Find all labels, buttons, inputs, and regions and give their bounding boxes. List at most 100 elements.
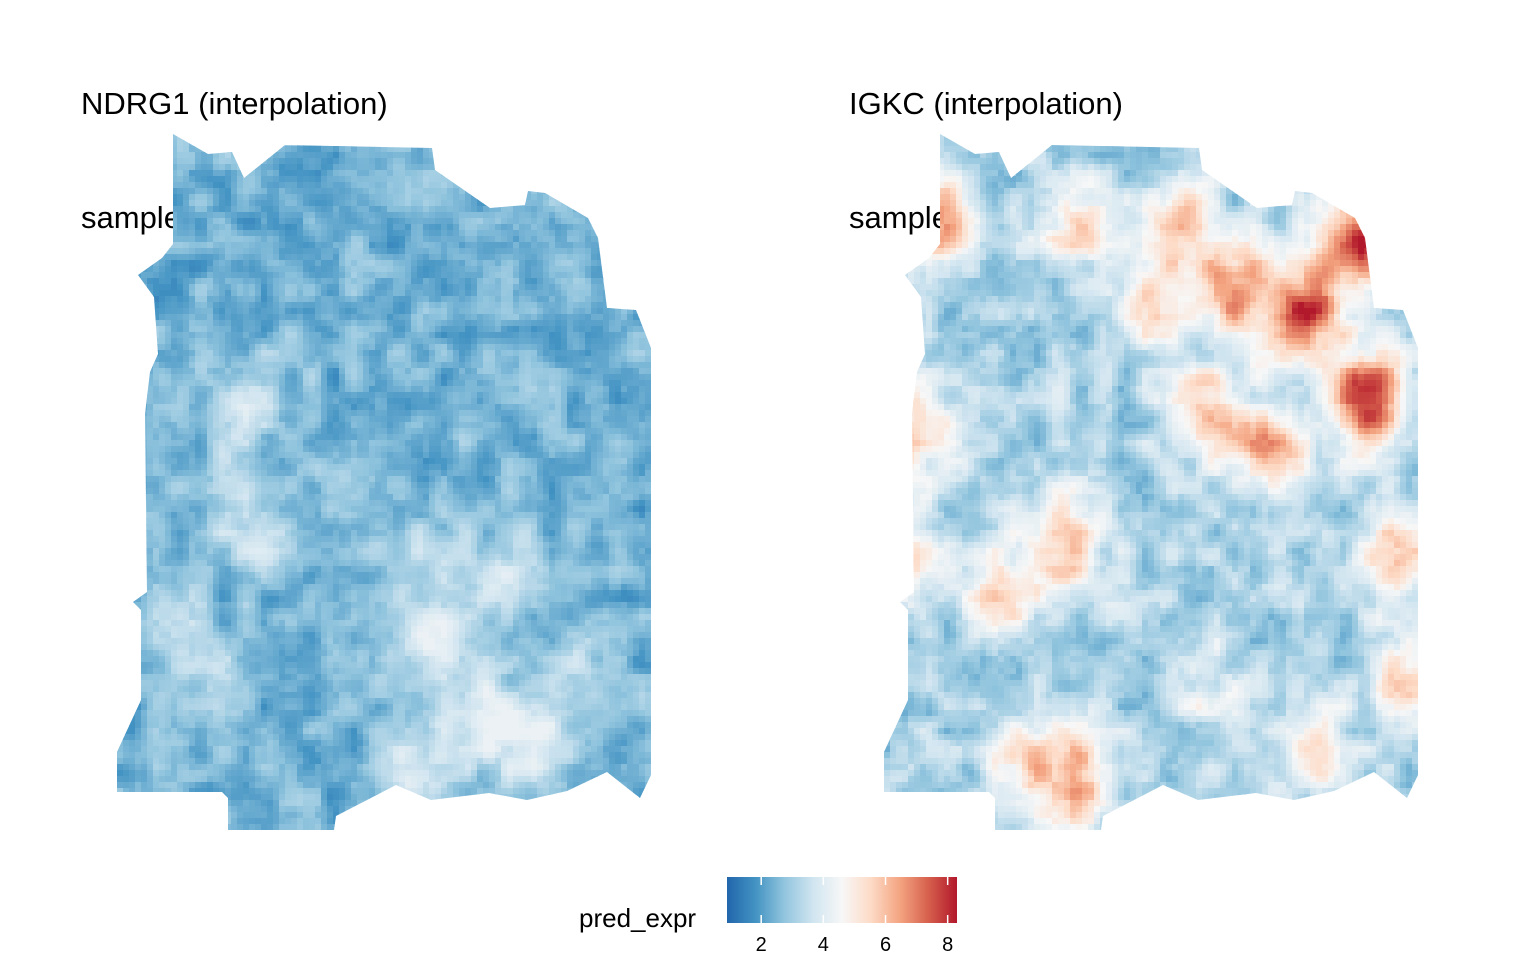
heatmap-cell (381, 416, 388, 423)
heatmap-cell (201, 146, 208, 153)
heatmap-cell (471, 158, 478, 165)
heatmap-cell (165, 230, 172, 237)
heatmap-cell (159, 188, 166, 195)
heatmap-cell (387, 164, 394, 171)
heatmap-cell (393, 296, 400, 303)
heatmap-cell (645, 434, 651, 441)
heatmap-cell (207, 338, 214, 345)
heatmap-cell (579, 230, 586, 237)
heatmap-cell (339, 236, 346, 243)
heatmap-cell (609, 338, 616, 345)
heatmap-cell (129, 416, 136, 423)
heatmap-cell (447, 212, 454, 219)
heatmap-cell (543, 152, 550, 159)
heatmap-cell (585, 308, 592, 315)
heatmap-cell (549, 140, 556, 147)
heatmap-cell (627, 314, 634, 321)
heatmap-cell (291, 260, 298, 267)
heatmap-cell (489, 380, 496, 387)
heatmap-cell (339, 266, 346, 273)
heatmap-cell (357, 440, 364, 447)
heatmap-cell (531, 182, 538, 189)
heatmap-cell (273, 248, 280, 255)
heatmap-cell (297, 338, 304, 345)
heatmap-cell (579, 146, 586, 153)
heatmap-cell (159, 296, 166, 303)
heatmap-cell (159, 194, 166, 201)
heatmap-cell (507, 350, 514, 357)
heatmap-cell (153, 272, 160, 279)
heatmap-cell (261, 386, 268, 393)
heatmap-cell (483, 260, 490, 267)
heatmap-cell (441, 332, 448, 339)
heatmap-cell (603, 464, 610, 471)
heatmap-cell (207, 350, 214, 357)
heatmap-cell (447, 410, 454, 417)
heatmap-cell (387, 242, 394, 249)
heatmap-cell (189, 350, 196, 357)
heatmap-cell (483, 206, 490, 213)
heatmap-cell (453, 344, 460, 351)
heatmap-cell (411, 146, 418, 153)
heatmap-cell (579, 248, 586, 255)
heatmap-cell (261, 398, 268, 405)
heatmap-cell (393, 176, 400, 183)
heatmap-cell (291, 212, 298, 219)
heatmap-cell (591, 206, 598, 213)
heatmap-cell (507, 344, 514, 351)
heatmap-cell (333, 254, 340, 261)
heatmap-cell (555, 398, 562, 405)
heatmap-cell (159, 236, 166, 243)
heatmap-cell (525, 278, 532, 285)
heatmap-cell (363, 140, 370, 147)
heatmap-cell (495, 290, 502, 297)
heatmap-cell (549, 338, 556, 345)
heatmap-cell (213, 464, 220, 471)
heatmap-cell (495, 170, 502, 177)
heatmap-cell (465, 236, 472, 243)
heatmap-cell (129, 284, 136, 291)
heatmap-cell (267, 458, 274, 465)
heatmap-cell (153, 446, 160, 453)
heatmap-cell (549, 134, 556, 141)
heatmap-cell (513, 320, 520, 327)
heatmap-cell (537, 464, 544, 471)
heatmap-cell (615, 422, 622, 429)
heatmap-cell (351, 326, 358, 333)
heatmap-cell (477, 440, 484, 447)
heatmap-cell (129, 146, 136, 153)
heatmap-cell (495, 254, 502, 261)
heatmap-cell (147, 164, 154, 171)
heatmap-cell (579, 206, 586, 213)
heatmap-cell (255, 458, 262, 465)
heatmap-cell (333, 368, 340, 375)
heatmap-cell (591, 368, 598, 375)
heatmap-cell (171, 428, 178, 435)
heatmap-cell (303, 278, 310, 285)
heatmap-cell (567, 200, 574, 207)
heatmap-cell (309, 230, 316, 237)
heatmap-cell (585, 464, 592, 471)
heatmap-cell (243, 344, 250, 351)
heatmap-cell (477, 284, 484, 291)
heatmap-cell (183, 254, 190, 261)
heatmap-cell (489, 404, 496, 411)
heatmap-cell (309, 404, 316, 411)
heatmap-cell (129, 248, 136, 255)
heatmap-cell (405, 362, 412, 369)
heatmap-cell (213, 296, 220, 303)
heatmap-cell (357, 446, 364, 453)
heatmap-cell (213, 278, 220, 285)
heatmap-cell (315, 230, 322, 237)
heatmap-cell (123, 218, 130, 225)
heatmap-cell (135, 188, 142, 195)
heatmap-cell (573, 308, 580, 315)
heatmap-cell (621, 134, 628, 141)
heatmap-cell (237, 452, 244, 459)
heatmap-cell (603, 248, 610, 255)
heatmap-cell (363, 374, 370, 381)
heatmap-cell (639, 236, 646, 243)
heatmap-cell (585, 254, 592, 261)
heatmap-cell (303, 320, 310, 327)
heatmap-cell (177, 146, 184, 153)
